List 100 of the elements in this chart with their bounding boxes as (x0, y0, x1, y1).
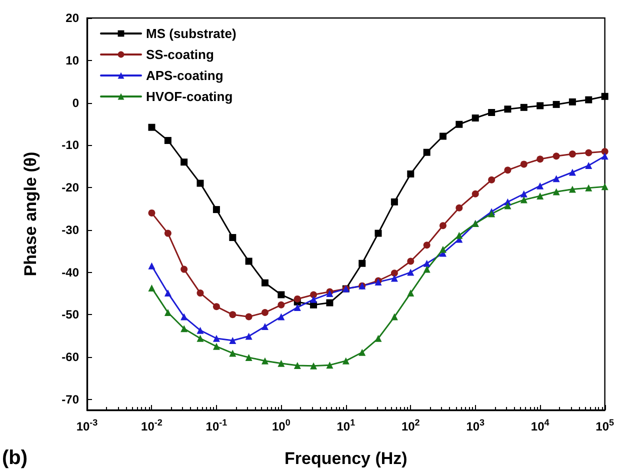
point (585, 149, 592, 156)
point (180, 158, 188, 166)
point (601, 148, 608, 155)
point (196, 334, 204, 342)
point (148, 124, 156, 131)
point (568, 98, 576, 106)
point (294, 295, 301, 302)
point (358, 260, 366, 267)
point (439, 246, 446, 253)
legend-label: APS-coating (146, 68, 224, 83)
point (439, 132, 446, 140)
point (245, 313, 252, 320)
point (552, 100, 560, 108)
point (488, 176, 496, 184)
y-tick-label: -70 (62, 392, 80, 406)
point (536, 102, 544, 110)
point (390, 313, 398, 320)
point (536, 182, 544, 190)
point (585, 184, 592, 192)
legend-label: SS-coating (146, 47, 214, 62)
point (164, 230, 172, 237)
point (568, 150, 576, 158)
point (310, 362, 318, 370)
point (245, 258, 252, 265)
point (390, 270, 398, 277)
point (212, 303, 220, 310)
point (407, 170, 414, 178)
text: (b) (2, 447, 28, 469)
point (585, 96, 592, 104)
y-tick-label: -60 (62, 350, 80, 364)
point (278, 313, 285, 320)
y-axis-title: Phase angle (θ) (21, 152, 40, 276)
point (552, 152, 560, 160)
point (374, 334, 382, 342)
point (261, 323, 268, 330)
point (439, 222, 446, 230)
point (552, 188, 560, 196)
point (601, 92, 608, 100)
point (180, 325, 188, 332)
point (229, 311, 236, 318)
point (472, 114, 479, 122)
point (456, 232, 463, 239)
point (180, 266, 188, 273)
point (278, 301, 285, 308)
point (358, 348, 366, 356)
point (148, 209, 156, 216)
point (456, 120, 463, 128)
y-tick-label: 20 (66, 11, 80, 25)
point (229, 350, 236, 357)
point (229, 337, 236, 344)
legend-label: MS (substrate) (146, 26, 236, 41)
point (520, 196, 528, 204)
point (164, 309, 172, 316)
point (520, 190, 528, 198)
point (423, 260, 430, 267)
y-tick-label: 10 (66, 53, 80, 68)
point (601, 183, 608, 190)
point (196, 290, 204, 297)
point (196, 180, 204, 187)
point (148, 284, 156, 292)
point (310, 291, 318, 298)
point (310, 296, 318, 303)
point (536, 156, 544, 163)
point (245, 332, 252, 340)
point (164, 136, 172, 144)
point (601, 152, 608, 160)
point (342, 357, 350, 364)
point (261, 309, 268, 316)
y-tick-label: -50 (62, 308, 80, 322)
point (326, 299, 334, 306)
point (423, 266, 430, 273)
y-tick-label: -20 (62, 180, 80, 195)
y-tick-label: 0 (72, 96, 80, 110)
point (196, 326, 204, 334)
point (212, 206, 220, 214)
point (568, 186, 576, 193)
point (212, 342, 220, 350)
y-tick-label: -10 (62, 138, 80, 152)
point (568, 168, 576, 176)
point (294, 362, 301, 370)
point (456, 204, 463, 212)
point (536, 192, 544, 200)
point (504, 106, 512, 113)
point (180, 313, 188, 320)
point (520, 160, 528, 168)
point (245, 354, 252, 361)
point (423, 148, 430, 156)
point (390, 198, 398, 206)
point (407, 268, 414, 276)
point (423, 242, 430, 249)
point (407, 258, 414, 265)
x-axis-title: Frequency (Hz) (284, 449, 408, 468)
point (294, 304, 301, 311)
point (278, 360, 285, 367)
point (520, 104, 528, 111)
point (212, 334, 220, 342)
point (164, 290, 172, 297)
point (326, 362, 334, 369)
point (407, 290, 414, 297)
point (488, 109, 496, 116)
